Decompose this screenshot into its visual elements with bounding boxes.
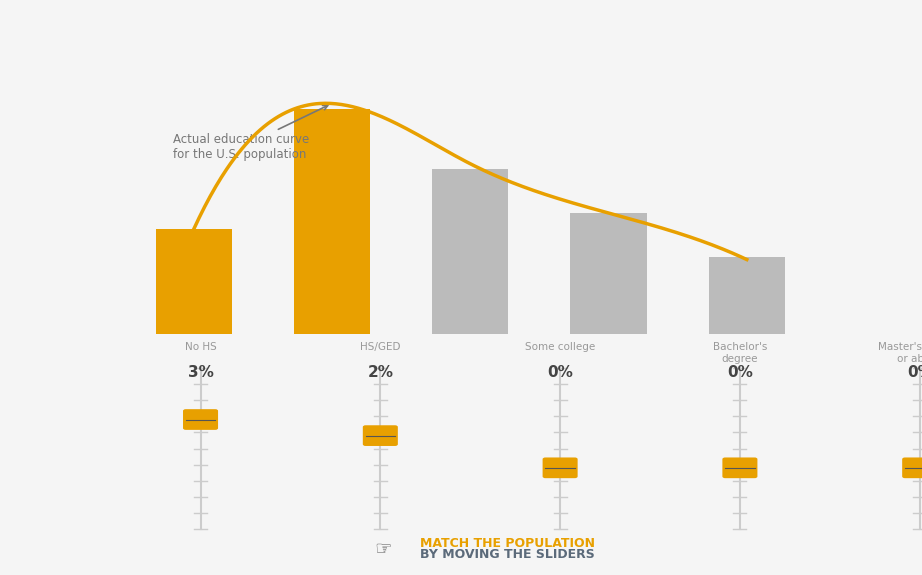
Text: BY MOVING THE SLIDERS: BY MOVING THE SLIDERS bbox=[420, 549, 595, 561]
Text: HS/GED: HS/GED bbox=[361, 342, 400, 352]
Bar bbox=[571, 213, 646, 334]
Text: 0%: 0% bbox=[547, 365, 573, 380]
Bar bbox=[156, 229, 231, 334]
Text: MATCH THE POPULATION: MATCH THE POPULATION bbox=[420, 537, 595, 550]
Text: ☞: ☞ bbox=[374, 539, 391, 559]
Text: No HS: No HS bbox=[184, 342, 217, 352]
Bar bbox=[709, 257, 785, 333]
Text: Actual education curve
for the U.S. population: Actual education curve for the U.S. popu… bbox=[173, 105, 327, 162]
Bar bbox=[294, 109, 370, 334]
Text: 2%: 2% bbox=[367, 365, 394, 380]
Text: 3%: 3% bbox=[187, 365, 214, 380]
Text: 0%: 0% bbox=[906, 365, 922, 380]
Text: Some college: Some college bbox=[525, 342, 596, 352]
Bar bbox=[432, 169, 508, 334]
Text: Master's degree
or above: Master's degree or above bbox=[878, 342, 922, 364]
Text: 0%: 0% bbox=[727, 365, 753, 380]
Text: Bachelor's
degree: Bachelor's degree bbox=[713, 342, 767, 364]
